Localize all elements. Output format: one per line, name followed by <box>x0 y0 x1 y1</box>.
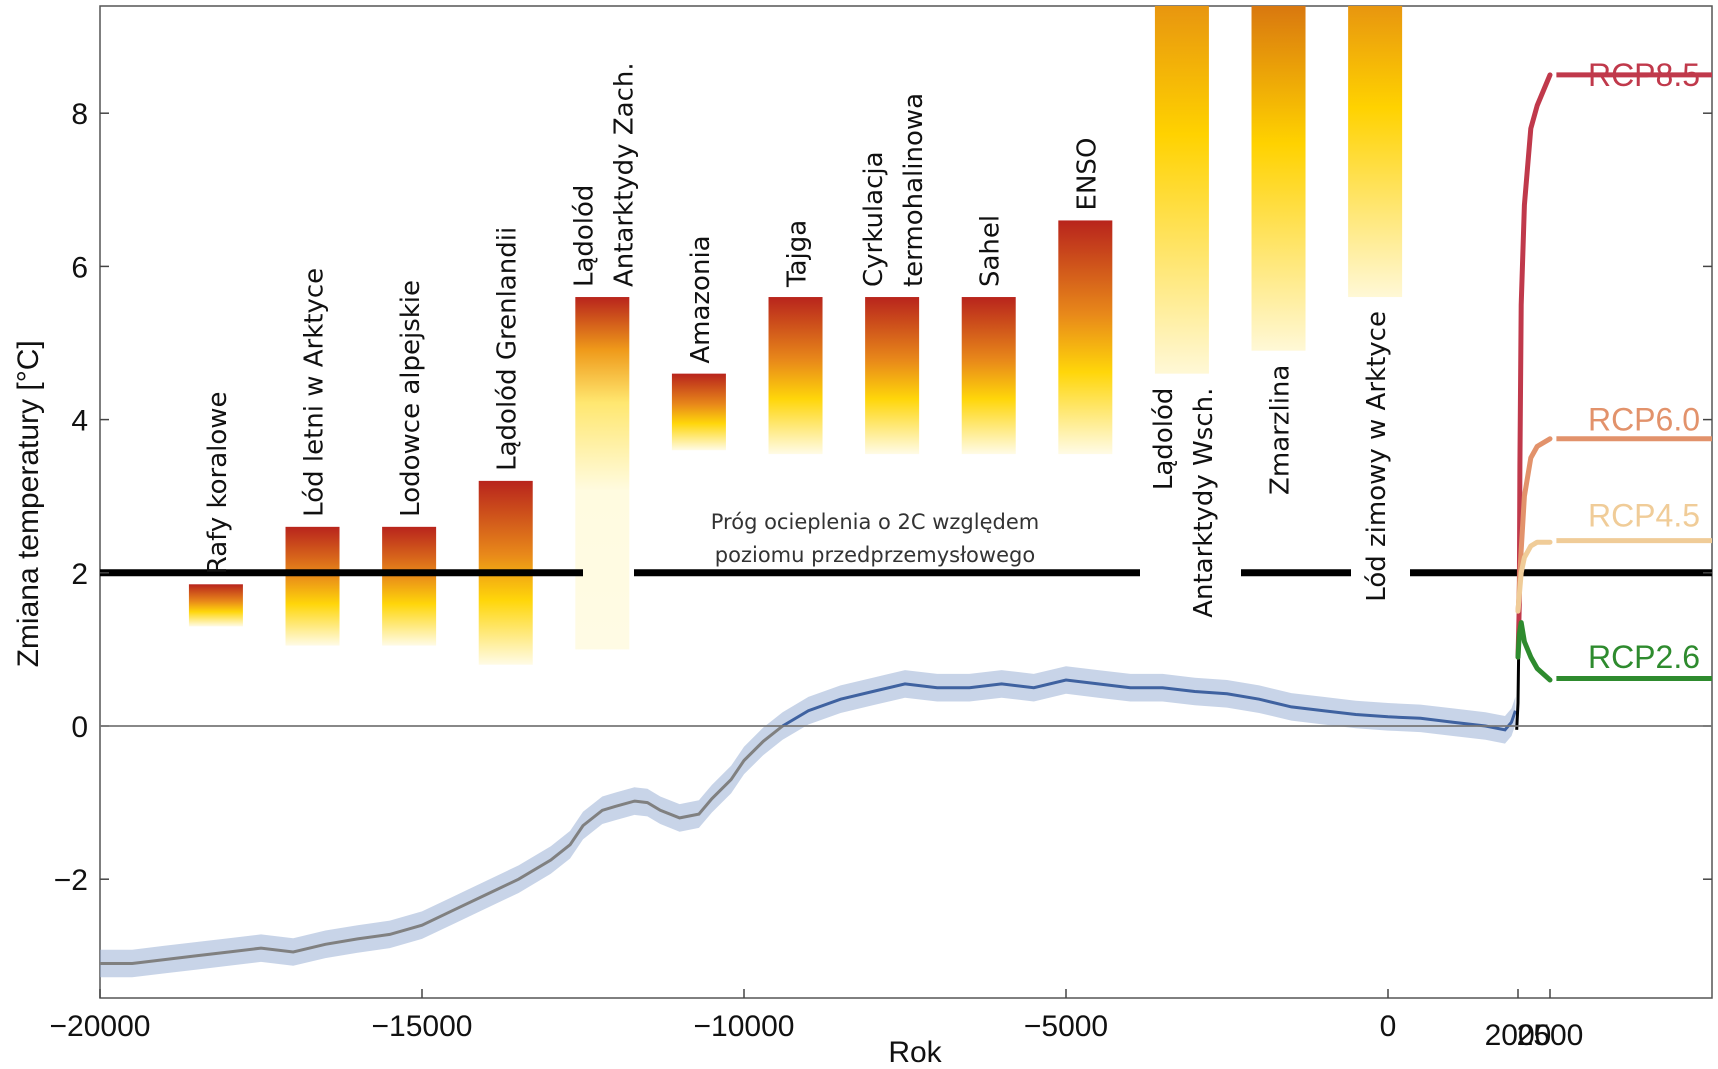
historical-line-glacial <box>100 724 784 965</box>
x-tick-label: −20000 <box>50 1010 151 1043</box>
x-tick-label: 2000 <box>1485 1019 1552 1052</box>
tipping-bar <box>865 297 920 455</box>
y-tick-label: 4 <box>71 405 88 438</box>
tipping-label: ENSO <box>1072 138 1102 211</box>
tipping-label: Lód zimowy w Arktyce <box>1362 311 1392 602</box>
x-tick-label: 2500 <box>1517 1019 1584 1052</box>
plot-frame <box>99 5 1713 999</box>
tipping-label: Rafy koralowe <box>203 391 233 574</box>
rcp-label: RCP2.6 <box>1588 639 1700 675</box>
y-tick-label: −2 <box>54 864 88 897</box>
tipping-label: Sahel <box>976 215 1006 287</box>
tipping-label: Lodowce alpejskie <box>396 280 426 517</box>
rcp-line <box>1515 620 1553 683</box>
tipping-bar <box>575 297 630 650</box>
tipping-label: Tajga <box>783 220 813 288</box>
tipping-label: Antarktydy Wsch. <box>1189 388 1219 618</box>
x-tick-label: −10000 <box>694 1010 795 1043</box>
tipping-label: Cyrkulacja <box>859 151 889 287</box>
instrumental-line <box>1515 657 1521 730</box>
tipping-label: Amazonia <box>686 235 716 363</box>
y-tick-label: 0 <box>71 711 88 744</box>
tipping-label: Lądolód <box>569 185 599 287</box>
tipping-bar <box>188 584 243 627</box>
x-axis-title: Rok <box>888 1036 942 1069</box>
tipping-label: Lądolód <box>1149 388 1179 490</box>
y-tick-label: 6 <box>71 251 88 284</box>
tipping-label: Lądolód Grenlandii <box>493 227 523 471</box>
tipping-label: Antarktydy Zach. <box>609 62 639 287</box>
y-tick-label: 8 <box>71 98 88 131</box>
tipping-bar <box>285 526 340 646</box>
tipping-bar <box>1251 5 1306 351</box>
tipping-label: Lód letni w Arktyce <box>300 268 330 517</box>
y-tick-label: 2 <box>71 558 88 591</box>
x-tick-label: −5000 <box>1024 1010 1108 1043</box>
tipping-label: termohalinowa <box>899 93 929 287</box>
rcp-label: RCP8.5 <box>1588 57 1700 93</box>
tipping-label: Zmarzlina <box>1266 365 1296 495</box>
y-axis-title: Zmiana temperatury [°C] <box>12 340 45 667</box>
tipping-bar <box>382 526 437 646</box>
x-tick-label: −15000 <box>372 1010 473 1043</box>
tipping-bar <box>1154 5 1209 374</box>
tipping-bar <box>1348 5 1403 298</box>
rcp-label: RCP6.0 <box>1588 402 1700 438</box>
historical-uncertainty-band <box>100 666 1516 978</box>
tipping-bar <box>1058 220 1113 455</box>
threshold-label: Próg ocieplenia o 2C względem <box>711 510 1039 534</box>
tipping-bar <box>671 373 726 451</box>
x-tick-label: 0 <box>1380 1010 1397 1043</box>
rcp-line <box>1515 436 1553 614</box>
rcp-label: RCP4.5 <box>1588 497 1700 533</box>
historical-line-holocene <box>781 678 1517 732</box>
rcp-line <box>1515 539 1553 614</box>
threshold-label: poziomu przedprzemysłowego <box>715 543 1035 567</box>
tipping-bar <box>961 297 1016 455</box>
tipping-bar <box>768 297 823 455</box>
